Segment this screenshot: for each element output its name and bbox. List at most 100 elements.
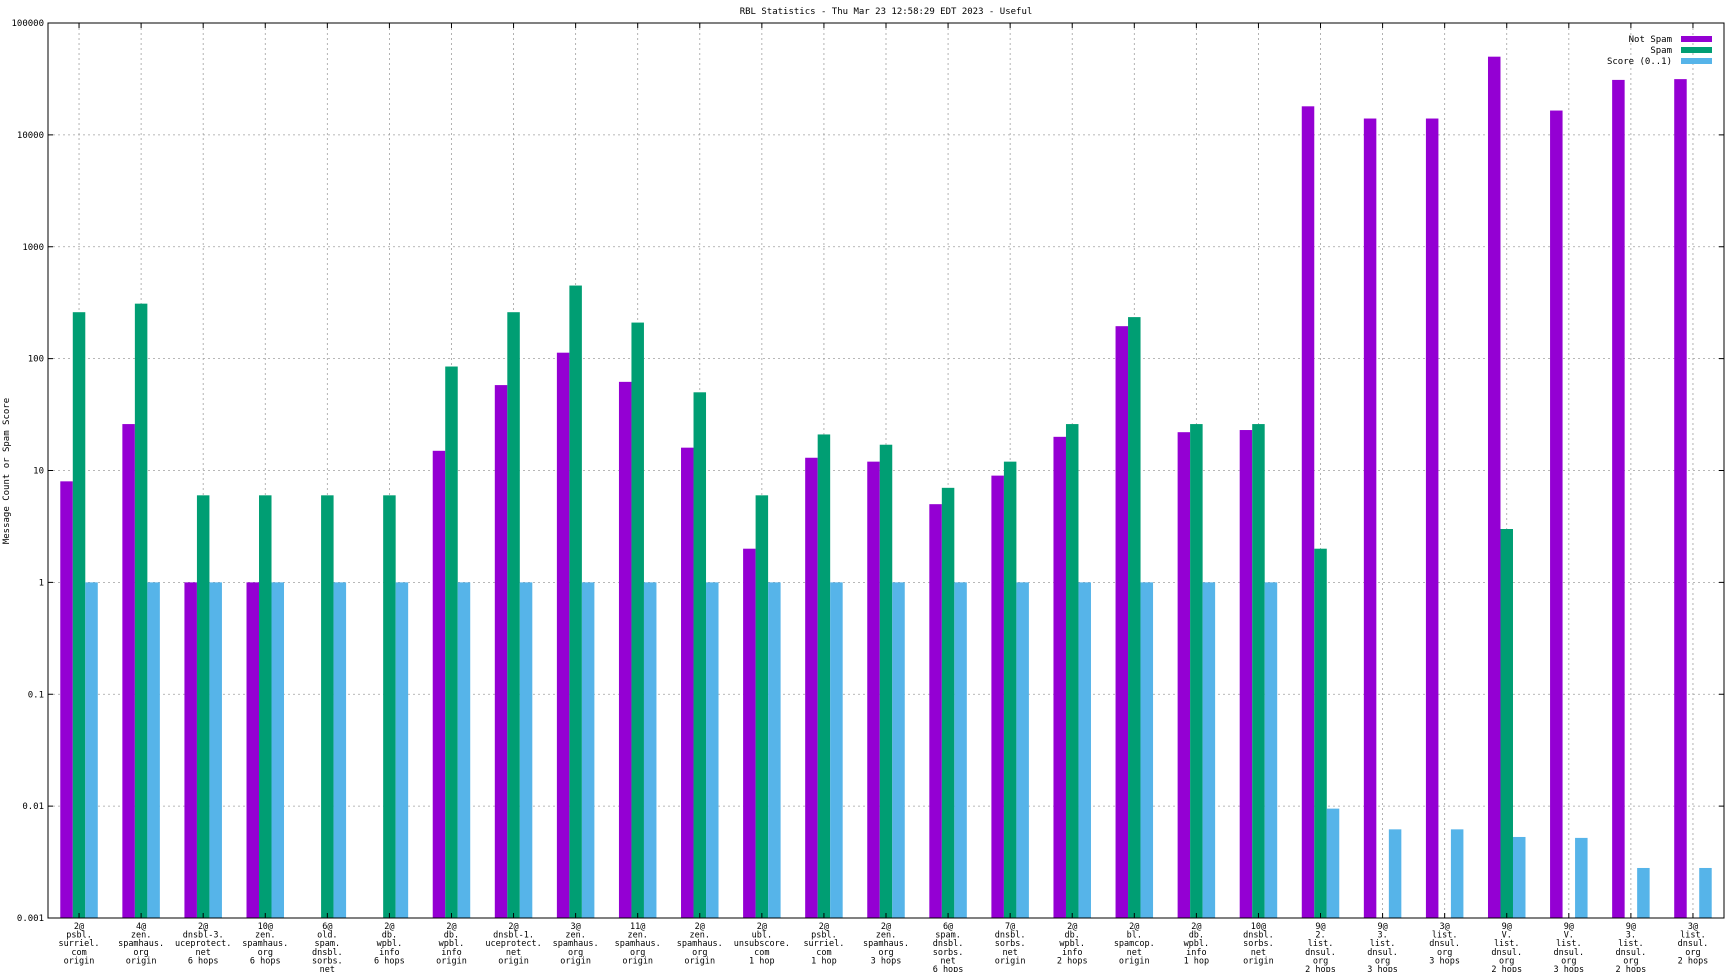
y-axis-ticks: 0.001 0.01 0.1 1 10 100 1000 10000 100000 (11, 19, 1724, 924)
category-label-line: net (196, 948, 211, 958)
category-label-line: org (1313, 956, 1328, 966)
bar-score-0-1 (1016, 582, 1029, 918)
bar-not-spam (184, 582, 197, 918)
bar-spam (134, 303, 148, 918)
x-axis-ticks: 2@psbl.surriel.comorigin4@zen.spamhaus.o… (59, 23, 1709, 972)
category-label-line: 2@ (757, 922, 767, 932)
bar-spam (445, 366, 458, 919)
category-label-line: psbl. (66, 931, 92, 941)
y-tick-label: 10000 (17, 131, 44, 141)
category-label-line: 2@ (881, 922, 891, 932)
bar-not-spam (122, 424, 135, 918)
category-label-line: 3@ (1440, 922, 1450, 932)
bar-score-0-1 (706, 582, 719, 918)
category-label-line: dnsbl. (933, 939, 964, 949)
bar-score-0-1 (643, 582, 657, 918)
category-label-line: 6 hops (933, 965, 964, 972)
category-label-line: spamhaus. (677, 939, 723, 949)
bar-score-0-1 (147, 582, 160, 918)
category-label-line: V. (1502, 931, 1512, 941)
category-label-line: dnsbl-1. (493, 931, 534, 941)
category-label-line: 1 hop (749, 956, 775, 966)
category-label-line: org (692, 948, 707, 958)
bar-not-spam (867, 461, 880, 918)
category-label-line: 3. (1626, 931, 1636, 941)
category-label-line: dnsbl. (312, 948, 343, 958)
bar-score-0-1 (457, 582, 471, 918)
category-label-line: surriel. (803, 939, 844, 949)
category-label-line: origin (498, 956, 529, 966)
bar-score-0-1 (1264, 582, 1278, 918)
bar-score-0-1 (333, 582, 347, 918)
category-label-line: list. (1494, 939, 1520, 949)
legend-swatch (1681, 36, 1712, 42)
y-tick-label: 100 (28, 355, 44, 365)
category-label-line: org (1623, 956, 1638, 966)
category-label-line: 6 hops (374, 956, 405, 966)
y-tick-label: 100000 (11, 19, 44, 29)
bar-not-spam (1301, 106, 1315, 918)
category-label-line: 1 hop (1184, 956, 1210, 966)
bar-score-0-1 (85, 582, 98, 918)
category-label-line: db. (1065, 931, 1080, 941)
y-tick-label: 1 (39, 578, 44, 588)
category-label-line: 6@ (943, 922, 953, 932)
category-label-line: zen. (255, 931, 275, 941)
category-label-line: org (1685, 948, 1700, 958)
bar-spam (1314, 548, 1327, 918)
legend-label: Spam (1650, 46, 1672, 56)
legend-item: Score (0..1) (1607, 57, 1712, 67)
category-label-line: db. (382, 931, 397, 941)
bar-spam (1065, 424, 1079, 918)
category-label-line: spam. (315, 939, 341, 949)
category-label-line: net (1002, 948, 1017, 958)
bar-score-0-1 (209, 582, 222, 918)
category-label-line: 2@ (508, 922, 518, 932)
category-label-line: org (258, 948, 273, 958)
bar-spam (755, 495, 769, 918)
category-label-line: spamhaus. (118, 939, 164, 949)
bar-not-spam (494, 385, 508, 918)
category-label-line: origin (560, 956, 591, 966)
category-label-line: org (568, 948, 583, 958)
category-label-line: 9@ (1564, 922, 1574, 932)
category-label-line: origin (64, 956, 95, 966)
bar-score-0-1 (830, 582, 843, 918)
category-label-line: org (1561, 956, 1576, 966)
category-label-line: 2@ (1067, 922, 1077, 932)
category-label-line: 2 hops (1678, 956, 1709, 966)
category-label-line: dnsul. (1491, 948, 1522, 958)
category-label-line: dnsbl. (1243, 931, 1274, 941)
category-label-line: dnsul. (1305, 948, 1336, 958)
category-label-line: net (940, 956, 955, 966)
bar-not-spam (1177, 432, 1191, 918)
category-label-line: 3@ (571, 922, 581, 932)
category-label-line: db. (444, 931, 459, 941)
category-label-line: surriel. (59, 939, 100, 949)
category-label-line: info (441, 948, 461, 958)
category-label-line: sorbs. (995, 939, 1026, 949)
bar-score-0-1 (1637, 867, 1650, 918)
category-label-line: zen. (690, 931, 710, 941)
category-label-line: zen. (565, 931, 585, 941)
category-label-line: 2 hops (1616, 965, 1647, 972)
bar-score-0-1 (892, 582, 905, 918)
bar-score-0-1 (1078, 582, 1091, 918)
category-label-line: org (1499, 956, 1514, 966)
bar-not-spam (1115, 326, 1129, 918)
bar-not-spam (432, 450, 446, 918)
bar-spam (1252, 424, 1265, 918)
category-label-line: 9@ (1315, 922, 1325, 932)
category-label-line: dnsbl. (995, 931, 1026, 941)
category-label-line: com (71, 948, 86, 958)
bar-score-0-1 (1512, 836, 1526, 918)
category-label-line: list. (1308, 939, 1334, 949)
category-label-line: dnsul. (1616, 948, 1647, 958)
category-label-line: net (1251, 948, 1266, 958)
category-label-line: net (506, 948, 521, 958)
